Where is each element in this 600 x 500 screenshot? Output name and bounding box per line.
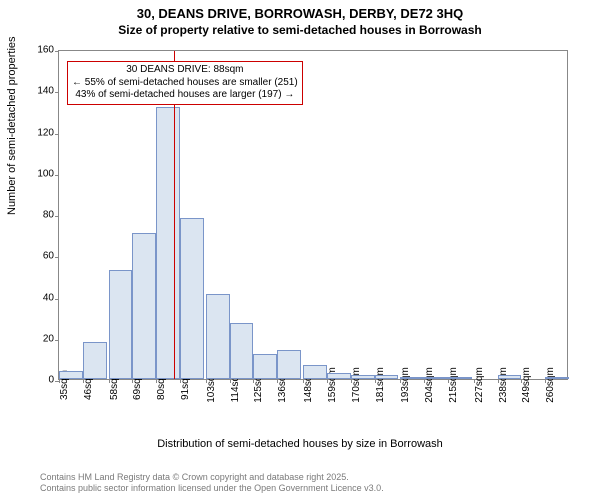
footer-line2: Contains public sector information licen… [40,483,384,494]
xtick-label: 227sqm [474,367,485,403]
histogram-bar [351,375,375,379]
callout-box: 30 DEANS DRIVE: 88sqm← 55% of semi-detac… [67,61,303,105]
histogram-bar [132,233,156,379]
ytick-label: 40 [14,292,54,303]
histogram-bar [180,218,204,379]
y-axis-label: Number of semi-detached properties [6,36,18,215]
histogram-bar [83,342,107,379]
chart-container: 30, DEANS DRIVE, BORROWASH, DERBY, DE72 … [0,0,600,500]
histogram-bar [375,375,399,379]
ytick-label: 60 [14,251,54,262]
xtick-label: 170sqm [351,367,362,403]
ytick-label: 80 [14,210,54,221]
xtick-label: 193sqm [400,367,411,403]
histogram-bar [545,377,569,379]
ytick-mark [55,299,59,300]
title-address: 30, DEANS DRIVE, BORROWASH, DERBY, DE72 … [0,6,600,23]
histogram-bar [277,350,301,379]
callout-line3: 43% of semi-detached houses are larger (… [72,89,298,102]
xtick-label: 204sqm [424,367,435,403]
callout-line2: ← 55% of semi-detached houses are smalle… [72,77,298,90]
xtick-label: 215sqm [448,367,459,403]
ytick-label: 20 [14,333,54,344]
plot-area: 35sqm46sqm58sqm69sqm80sqm91sqm103sqm114s… [58,50,568,380]
ytick-mark [55,175,59,176]
histogram-bar [109,270,133,379]
xtick-label: 238sqm [498,367,509,403]
ytick-label: 100 [14,168,54,179]
xtick-label: 181sqm [375,367,386,403]
footer-line1: Contains HM Land Registry data © Crown c… [40,472,384,483]
ytick-label: 120 [14,127,54,138]
histogram-bar [303,365,327,379]
ytick-mark [55,340,59,341]
ytick-mark [55,216,59,217]
title-block: 30, DEANS DRIVE, BORROWASH, DERBY, DE72 … [0,0,600,38]
x-axis-label: Distribution of semi-detached houses by … [0,438,600,450]
ytick-label: 140 [14,86,54,97]
histogram-bar [424,377,448,379]
footer-attribution: Contains HM Land Registry data © Crown c… [40,472,384,495]
ytick-label: 160 [14,45,54,56]
ytick-mark [55,257,59,258]
ytick-mark [55,51,59,52]
histogram-bar [253,354,277,379]
histogram-bar [206,294,230,379]
ytick-mark [55,92,59,93]
xtick-label: 249sqm [521,367,532,403]
histogram-bar [400,377,424,379]
histogram-bar [498,375,522,379]
ytick-label: 0 [14,375,54,386]
histogram-bar [156,107,180,379]
xtick-label: 260sqm [545,367,556,403]
histogram-bar [327,373,351,379]
histogram-bar [59,371,83,379]
histogram-bar [448,377,472,379]
ytick-mark [55,134,59,135]
title-subtitle: Size of property relative to semi-detach… [0,23,600,39]
callout-line1: 30 DEANS DRIVE: 88sqm [72,64,298,77]
histogram-bar [230,323,254,379]
